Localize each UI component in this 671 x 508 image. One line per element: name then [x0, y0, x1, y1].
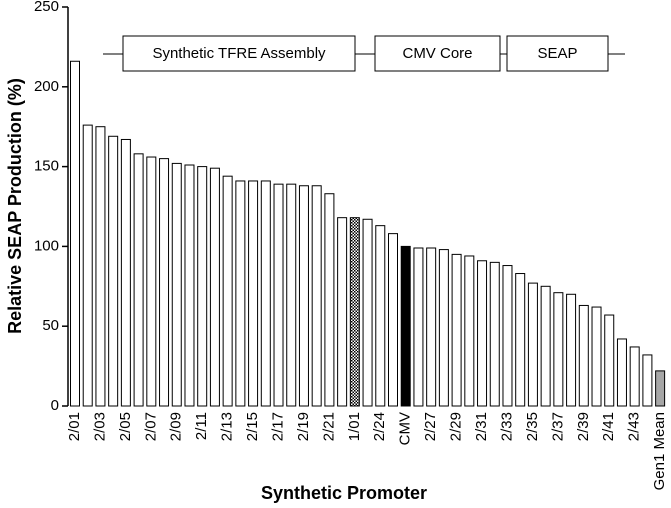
bar — [159, 158, 170, 407]
bar — [82, 124, 93, 407]
x-tick-label: 2/33 — [498, 412, 515, 441]
bar — [655, 370, 666, 407]
bar — [451, 253, 462, 407]
diagram-box — [374, 35, 501, 72]
x-tick-label: 2/21 — [320, 412, 337, 441]
bar — [362, 218, 373, 407]
annotation: Synthetic TFRE Assembly — [152, 45, 326, 62]
bar — [502, 265, 513, 407]
bar — [349, 217, 360, 407]
bar — [553, 292, 564, 407]
bar — [209, 167, 220, 407]
x-tick-label: 2/41 — [600, 412, 617, 441]
x-tick-label: 2/35 — [524, 412, 541, 441]
bar — [400, 245, 411, 407]
x-tick-label: 2/19 — [295, 412, 312, 441]
bar — [527, 282, 538, 407]
bar — [120, 138, 131, 407]
y-tick-label: 100 — [34, 237, 59, 254]
bar — [426, 247, 437, 407]
bar — [70, 60, 80, 407]
bar — [489, 261, 500, 407]
x-axis-label: Synthetic Promoter — [261, 483, 427, 503]
bar — [273, 183, 284, 407]
y-tick-label: 250 — [34, 0, 59, 15]
x-tick-label: 2/27 — [422, 412, 439, 441]
construct-diagram: Synthetic TFRE Assembly CMV Core SEAP — [103, 35, 625, 72]
annotation: SEAP — [537, 45, 577, 62]
x-tick-label: 2/37 — [549, 412, 566, 441]
y-tick-label: 0 — [51, 397, 59, 414]
diagram-box — [122, 35, 356, 72]
bar — [260, 180, 271, 407]
bar — [311, 185, 322, 407]
bar — [235, 180, 246, 407]
bar — [248, 180, 259, 407]
y-tick-label: 200 — [34, 78, 59, 95]
x-tick-label: 2/39 — [575, 412, 592, 441]
x-tick-label: 2/24 — [371, 412, 388, 441]
x-tick-label: 2/05 — [117, 412, 134, 441]
x-tick-label: 2/43 — [626, 412, 643, 441]
bar — [222, 175, 233, 407]
bar — [578, 304, 589, 407]
bar — [146, 156, 157, 407]
bar — [171, 162, 182, 407]
bar — [477, 260, 488, 407]
annotation: CMV Core — [402, 45, 472, 62]
x-tick-label: 1/01 — [346, 412, 363, 441]
bar — [388, 233, 398, 407]
x-tick-label: 2/11 — [193, 412, 210, 440]
bar — [413, 247, 424, 407]
bar — [337, 217, 348, 407]
x-tick-label: Gen1 Mean — [651, 412, 668, 490]
bar — [324, 193, 335, 407]
bar — [515, 273, 526, 407]
x-tick-label: 2/07 — [142, 412, 159, 441]
y-tick-label: 150 — [34, 158, 59, 175]
bar — [438, 249, 449, 407]
bar — [298, 185, 309, 407]
bar — [540, 285, 551, 407]
bar — [108, 135, 119, 407]
x-tick-label: 2/17 — [269, 412, 286, 441]
x-tick-label: 2/01 — [66, 412, 83, 441]
bar — [375, 225, 386, 407]
y-axis-label: Relative SEAP Production (%) — [5, 78, 25, 334]
bar — [197, 166, 208, 407]
bar — [95, 126, 106, 407]
bar — [629, 346, 640, 407]
bar — [642, 354, 653, 407]
bar — [566, 293, 577, 407]
x-tick-label: 2/29 — [448, 412, 465, 441]
bar — [184, 164, 195, 407]
x-tick-label: 2/31 — [473, 412, 490, 441]
bar — [133, 153, 144, 407]
diagram-box — [506, 35, 609, 72]
x-tick-label: 2/09 — [168, 412, 185, 441]
y-tick-label: 50 — [42, 317, 59, 334]
bar — [286, 183, 297, 407]
bar — [604, 314, 615, 407]
x-tick-label: 2/15 — [244, 412, 261, 441]
x-tick-label: CMV — [397, 412, 414, 445]
x-tick-label: 2/03 — [91, 412, 108, 441]
bar — [616, 338, 627, 407]
x-tick-label: 2/13 — [219, 412, 236, 441]
bar — [591, 306, 602, 407]
bar — [464, 255, 475, 407]
